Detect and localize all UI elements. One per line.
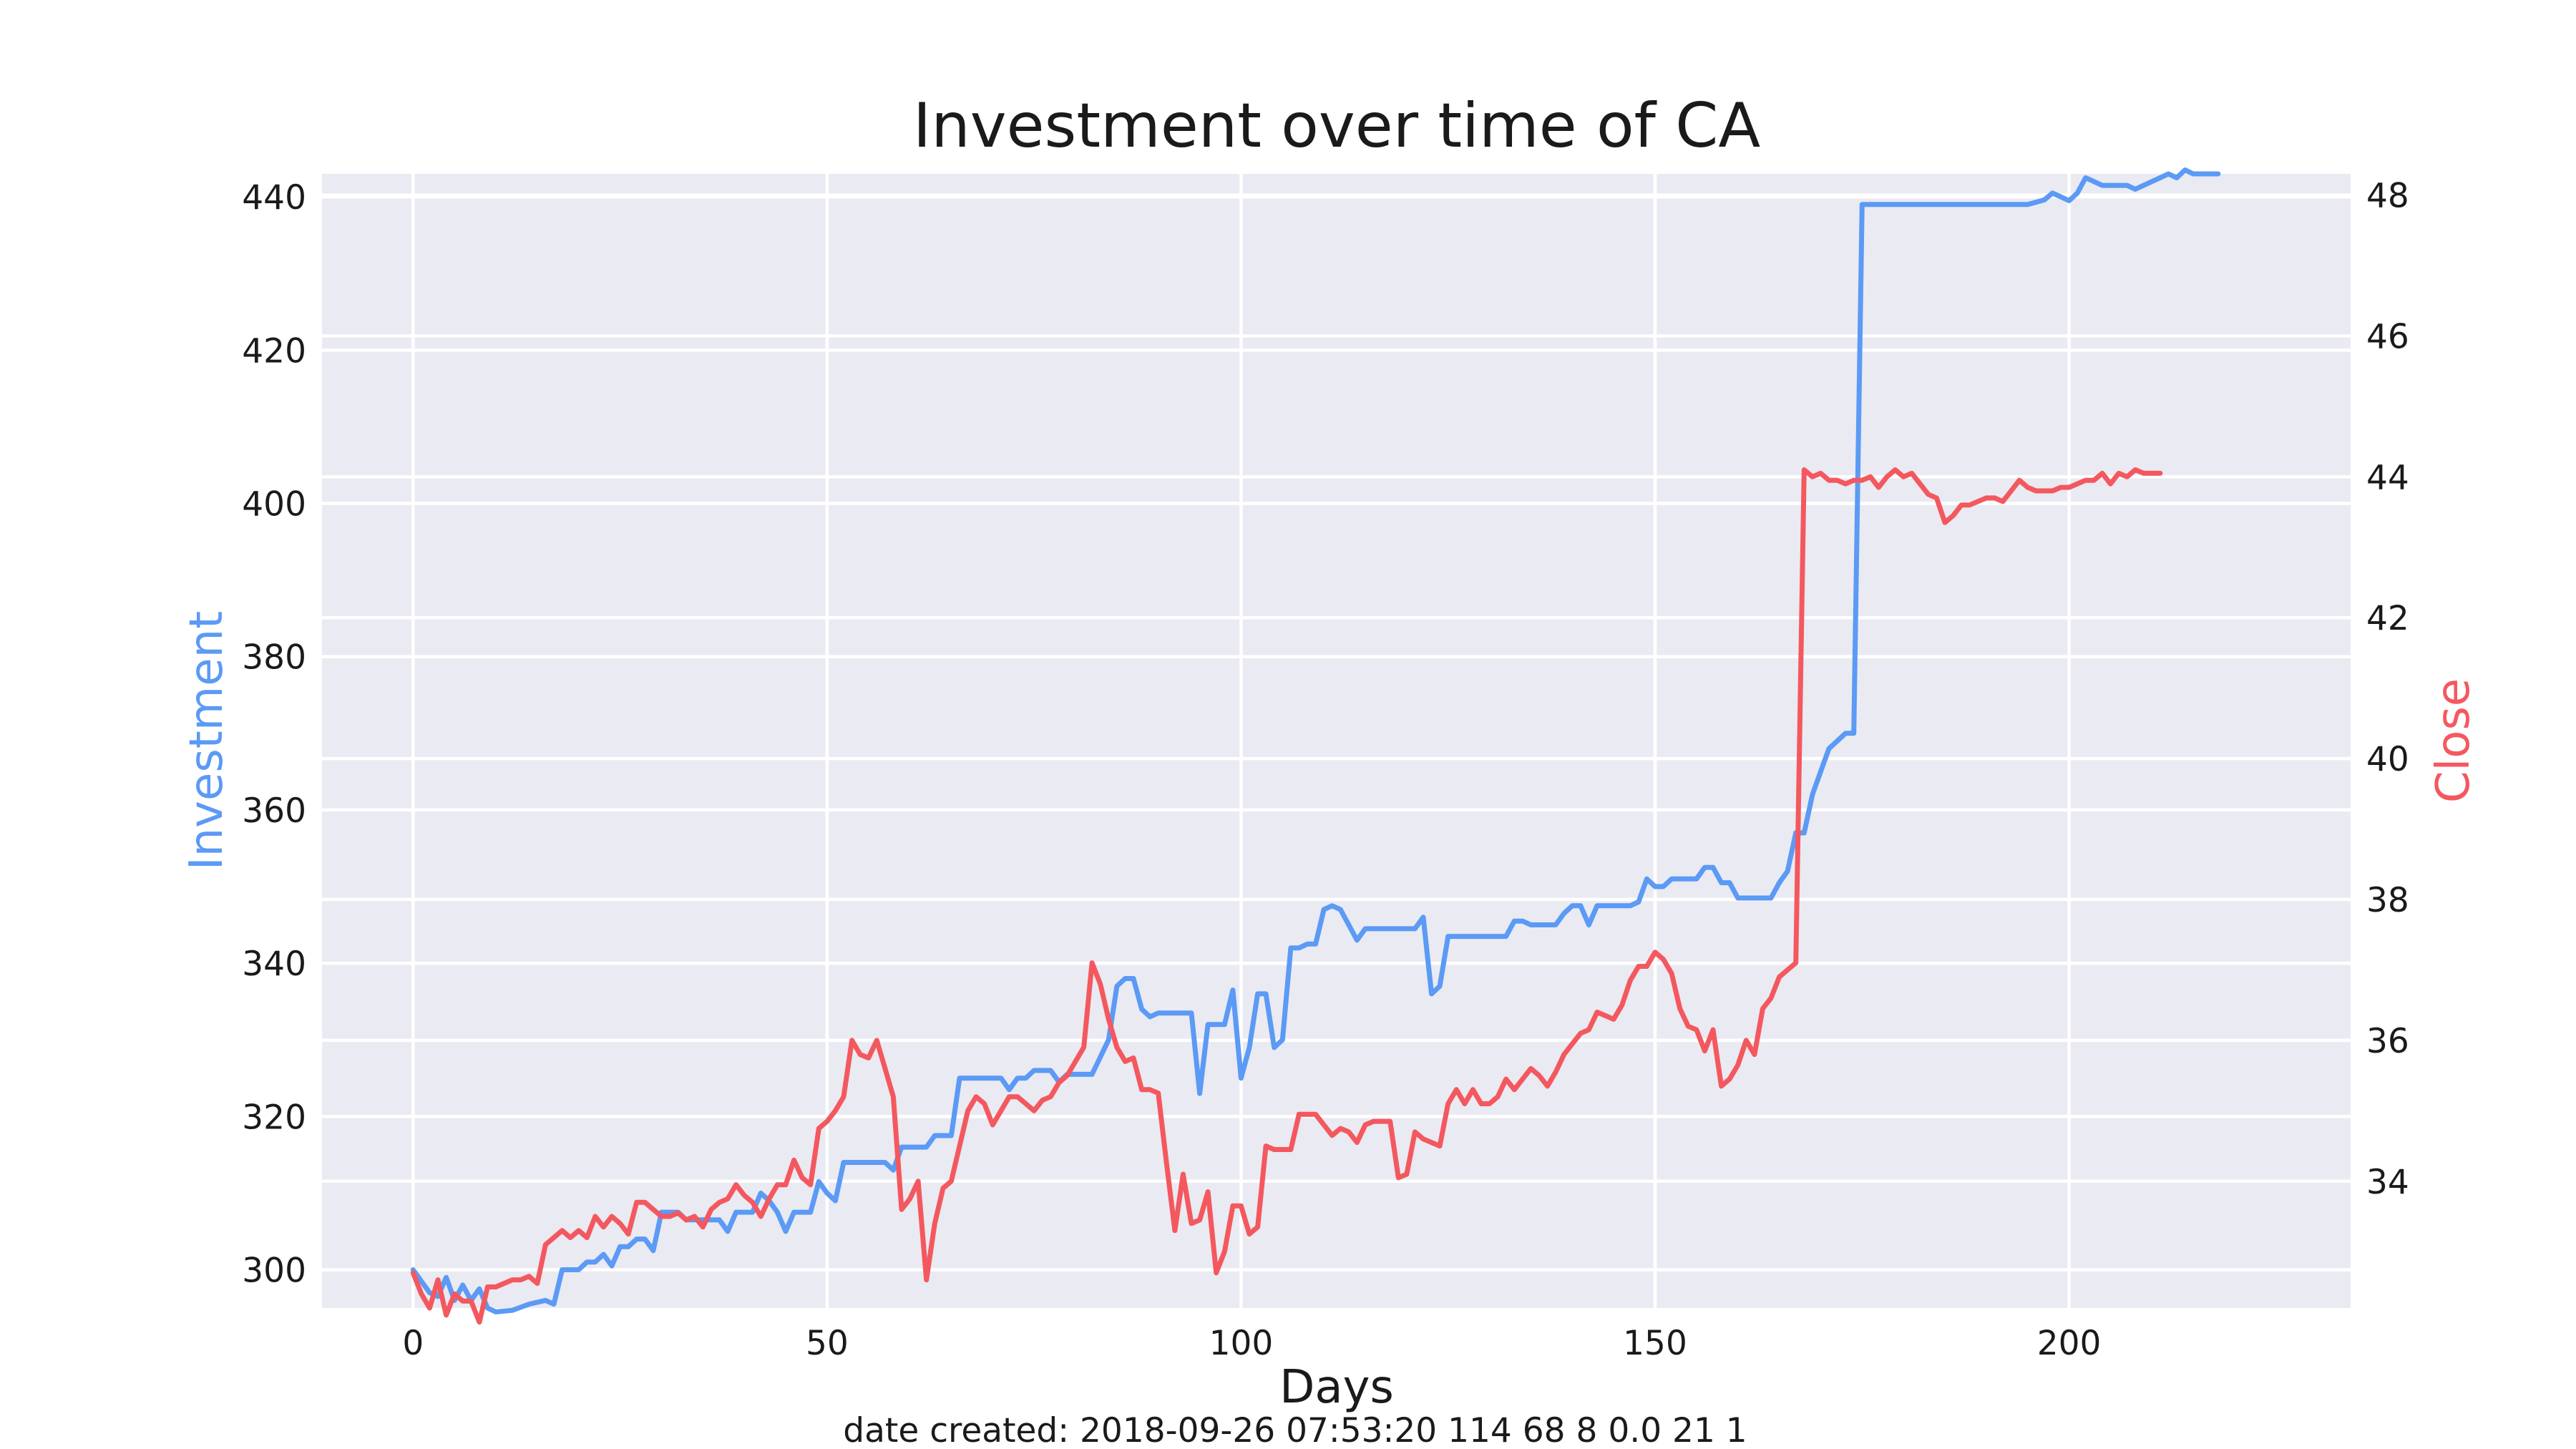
x-tick-label: 50 xyxy=(806,1324,849,1363)
left-tick-labels: 300 320 340 360 380 400 420 440 xyxy=(242,178,306,1290)
footer-caption: date created: 2018-09-26 07:53:20 114 68… xyxy=(843,1411,1747,1449)
left-tick-label: 400 xyxy=(242,485,306,525)
right-tick-label: 36 xyxy=(2366,1022,2409,1061)
left-tick-label: 300 xyxy=(242,1251,306,1290)
left-tick-label: 420 xyxy=(242,331,306,371)
plot-area-background xyxy=(322,174,2351,1308)
left-axis-label: Investment xyxy=(180,611,233,871)
right-tick-label: 46 xyxy=(2366,317,2409,356)
y-gridlines xyxy=(322,193,2351,1272)
left-tick-label: 340 xyxy=(242,945,306,984)
right-tick-label: 44 xyxy=(2366,458,2409,497)
x-axis-label: Days xyxy=(1279,1361,1394,1414)
series-layer xyxy=(410,167,2221,1325)
investment-line xyxy=(410,167,2221,1314)
left-tick-label: 380 xyxy=(242,638,306,678)
x-tick-label: 0 xyxy=(402,1324,424,1363)
right-tick-label: 48 xyxy=(2366,177,2409,216)
right-tick-label: 38 xyxy=(2366,881,2409,920)
left-tick-label: 440 xyxy=(242,178,306,218)
right-tick-label: 40 xyxy=(2366,740,2409,779)
right-tick-label: 42 xyxy=(2366,599,2409,638)
left-tick-label: 320 xyxy=(242,1098,306,1137)
right-tick-labels: 34 36 38 40 42 44 46 48 xyxy=(2366,177,2409,1202)
close-line xyxy=(410,467,2163,1325)
x-tick-labels: 0 50 100 150 200 xyxy=(402,1324,2101,1363)
x-tick-label: 100 xyxy=(1209,1324,1274,1363)
left-tick-label: 360 xyxy=(242,791,306,831)
x-tick-label: 200 xyxy=(2037,1324,2102,1363)
chart-title: Investment over time of CA xyxy=(913,90,1760,162)
x-tick-label: 150 xyxy=(1623,1324,1687,1363)
right-tick-label: 34 xyxy=(2366,1163,2409,1202)
right-axis-label: Close xyxy=(2427,678,2480,803)
